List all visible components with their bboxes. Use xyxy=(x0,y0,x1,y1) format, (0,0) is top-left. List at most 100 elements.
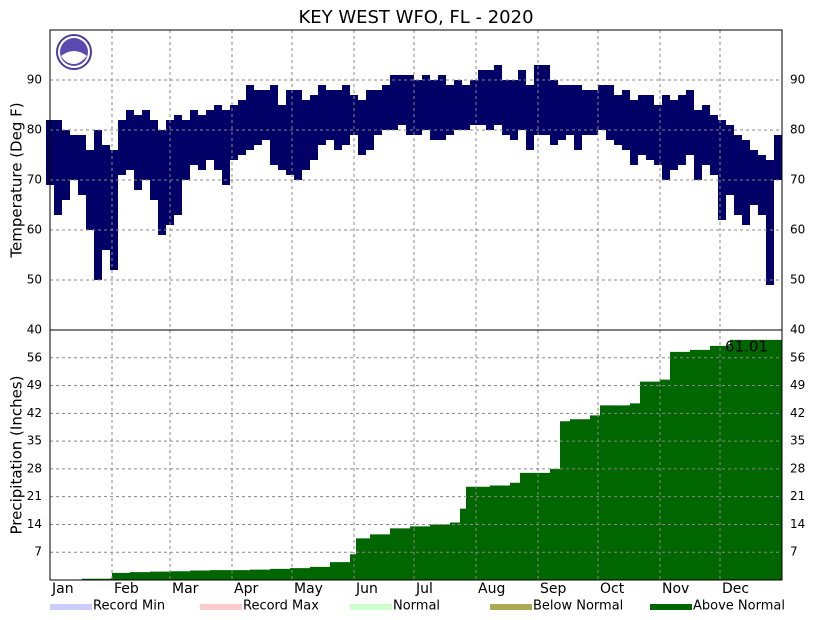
temperature-bar xyxy=(166,120,174,225)
temperature-bar xyxy=(454,80,462,130)
temperature-bar xyxy=(310,95,318,160)
temperature-bar xyxy=(406,75,414,135)
temperature-bar xyxy=(582,90,590,135)
temperature-bar xyxy=(726,125,734,195)
temperature-bar xyxy=(534,65,542,135)
y-tick-label: 14 xyxy=(27,517,42,531)
temperature-bar xyxy=(774,135,782,180)
legend-swatch xyxy=(350,604,392,610)
y-tick-label-right: 60 xyxy=(790,223,805,237)
temperature-bar xyxy=(142,110,150,180)
temperature-bar xyxy=(590,90,598,135)
y-axis-label: Precipitation (Inches) xyxy=(8,376,26,535)
y-tick-label-right: 49 xyxy=(790,378,805,392)
x-tick-label: Feb xyxy=(114,581,139,597)
temperature-bar xyxy=(358,100,366,155)
y-tick-label-right: 40 xyxy=(790,323,805,337)
temperature-bar xyxy=(334,90,342,150)
x-tick-label: Jul xyxy=(415,581,433,597)
temperature-bar xyxy=(606,85,614,140)
x-tick-label: Apr xyxy=(234,581,258,597)
y-tick-label: 60 xyxy=(27,223,42,237)
temperature-bar xyxy=(382,85,390,130)
x-tick-label: Oct xyxy=(600,581,625,597)
temperature-bar xyxy=(174,115,182,215)
temperature-bar xyxy=(470,80,478,125)
temperature-bar xyxy=(430,80,438,140)
temperature-bar xyxy=(62,130,70,200)
y-tick-label-right: 28 xyxy=(790,461,805,475)
temperature-bar xyxy=(342,85,350,145)
legend-swatch xyxy=(200,604,242,610)
temperature-bar xyxy=(558,85,566,140)
y-tick-label-right: 70 xyxy=(790,173,805,187)
y-tick-label-right: 90 xyxy=(790,73,805,87)
y-tick-label: 49 xyxy=(27,378,42,392)
legend-label: Record Max xyxy=(243,599,319,614)
y-tick-label: 56 xyxy=(27,350,42,364)
temperature-bar xyxy=(654,105,662,165)
temperature-bar xyxy=(302,100,310,170)
temperature-bar xyxy=(110,150,118,270)
temperature-bar xyxy=(462,85,470,130)
y-axis-label: Temperature (Deg F) xyxy=(8,102,26,258)
legend-swatch xyxy=(490,604,532,610)
temperature-bar xyxy=(70,135,78,180)
y-tick-label-right: 7 xyxy=(790,545,798,559)
temperature-bar xyxy=(414,80,422,135)
temperature-bar xyxy=(318,85,326,145)
y-tick-label-right: 80 xyxy=(790,123,805,137)
temperature-bar xyxy=(758,155,766,215)
temperature-bar xyxy=(390,75,398,130)
temperature-bar xyxy=(702,105,710,165)
temperature-bar xyxy=(134,115,142,190)
temperature-bar xyxy=(230,105,238,160)
temperature-bar xyxy=(294,90,302,180)
temperature-bar xyxy=(646,95,654,160)
y-tick-label: 80 xyxy=(27,123,42,137)
temperature-bar xyxy=(366,90,374,150)
temperature-bar xyxy=(102,145,110,250)
temperature-bar xyxy=(494,65,502,125)
temperature-bar xyxy=(190,110,198,165)
y-tick-label-right: 14 xyxy=(790,517,805,531)
temperature-bar xyxy=(326,90,334,140)
temperature-bar xyxy=(246,85,254,150)
x-tick-label: Jun xyxy=(355,581,378,597)
temperature-bar xyxy=(614,95,622,145)
temperature-bar xyxy=(734,135,742,215)
temperature-bar xyxy=(158,130,166,235)
temperature-bar xyxy=(222,110,230,185)
temperature-bar xyxy=(662,95,670,180)
temperature-bar xyxy=(478,70,486,125)
temperature-bar xyxy=(206,110,214,160)
temperature-bar xyxy=(198,115,206,170)
y-tick-label-right: 35 xyxy=(790,434,805,448)
chart-title: KEY WEST WFO, FL - 2020 xyxy=(298,7,533,28)
temperature-bar xyxy=(550,80,558,145)
legend-swatch xyxy=(50,604,92,610)
temperature-bar xyxy=(694,110,702,180)
temperature-bar xyxy=(78,135,86,195)
y-tick-label-right: 21 xyxy=(790,489,805,503)
y-tick-label: 35 xyxy=(27,434,42,448)
temperature-bar xyxy=(686,90,694,155)
temperature-bar xyxy=(542,65,550,135)
temperature-bar xyxy=(718,120,726,220)
legend-label: Above Normal xyxy=(693,599,785,614)
temperature-bar xyxy=(598,85,606,130)
x-tick-label: May xyxy=(294,581,323,597)
y-tick-label: 40 xyxy=(27,323,42,337)
y-tick-label-right: 42 xyxy=(790,406,805,420)
temperature-bar xyxy=(518,70,526,130)
temperature-bar xyxy=(278,105,286,170)
temperature-bar xyxy=(630,100,638,165)
annotation: 61.01 xyxy=(725,338,768,356)
temperature-bar xyxy=(286,90,294,175)
temperature-bar xyxy=(622,90,630,150)
y-tick-label: 28 xyxy=(27,461,42,475)
temperature-bar xyxy=(526,85,534,150)
temperature-bar xyxy=(86,150,94,230)
temperature-bar xyxy=(182,120,190,180)
